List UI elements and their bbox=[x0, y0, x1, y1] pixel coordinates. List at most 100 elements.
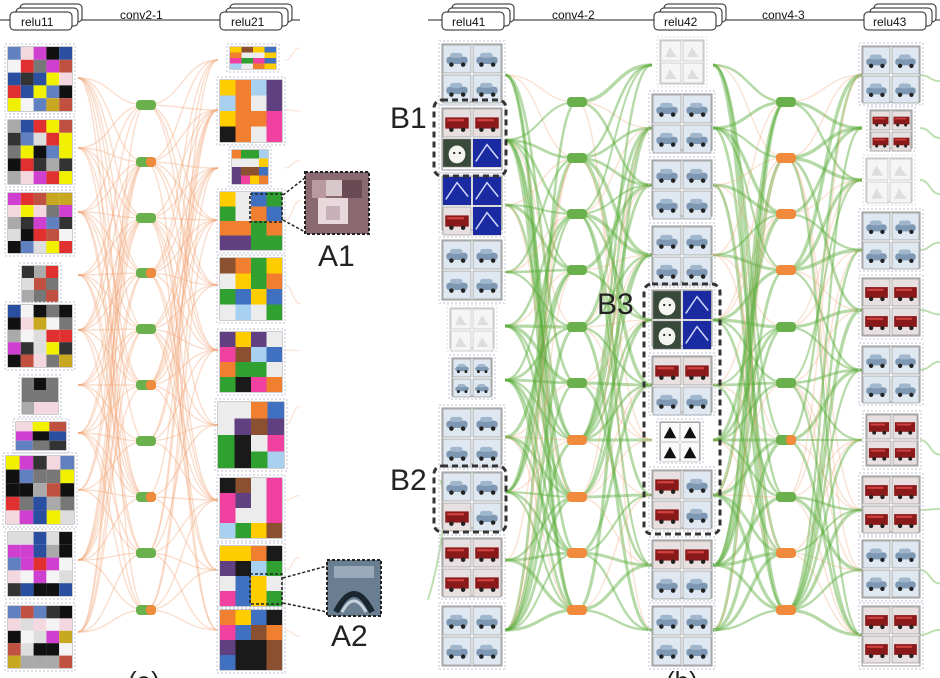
car-roof bbox=[869, 83, 882, 89]
tab-relu11[interactable]: relu11 bbox=[9, 3, 83, 31]
truck-wheel bbox=[904, 123, 908, 127]
connection-node bbox=[776, 548, 796, 558]
feature-cell bbox=[220, 625, 236, 640]
edge-a-in bbox=[77, 329, 147, 611]
car-wheel bbox=[670, 244, 676, 249]
feature-cell bbox=[20, 317, 34, 330]
edge-b-in bbox=[504, 213, 578, 273]
feature-cell bbox=[8, 217, 21, 229]
feature-cell bbox=[251, 435, 268, 452]
blue-streak bbox=[475, 181, 499, 200]
feature-cell bbox=[264, 52, 276, 58]
feature-cell bbox=[251, 289, 267, 305]
car-wheel bbox=[659, 654, 664, 659]
truck-wheel bbox=[882, 456, 887, 461]
feature-cell bbox=[8, 158, 21, 172]
edge-b-in bbox=[504, 212, 578, 382]
edge-b-out bbox=[785, 212, 863, 252]
stack-frame bbox=[858, 342, 924, 406]
edge-a-in bbox=[77, 104, 147, 331]
car-wheel bbox=[670, 208, 676, 213]
edge-a-out bbox=[145, 217, 219, 286]
car-wheel bbox=[909, 363, 914, 369]
feature-cell bbox=[46, 158, 60, 172]
feature-cell bbox=[251, 625, 267, 640]
edge-b-out bbox=[785, 100, 863, 130]
relu21-feature-stack bbox=[216, 254, 286, 324]
car-wheel bbox=[659, 178, 664, 183]
edge-b-in bbox=[504, 212, 578, 494]
truck-wheel bbox=[479, 557, 484, 562]
car-wheel bbox=[490, 288, 496, 293]
feature-cell bbox=[220, 362, 236, 377]
edge-b-in bbox=[712, 438, 787, 632]
truck-stripe bbox=[657, 551, 674, 554]
tab-relu42-label: relu42 bbox=[664, 15, 698, 29]
feature-cell bbox=[20, 583, 34, 596]
feature-cell bbox=[20, 570, 34, 584]
truck-body bbox=[894, 615, 917, 626]
feature-cell bbox=[232, 150, 241, 159]
truck-body bbox=[445, 117, 469, 129]
truck-wheel bbox=[880, 523, 885, 529]
stack-frame bbox=[448, 354, 496, 400]
truck-body bbox=[894, 316, 917, 327]
edge-b-in bbox=[712, 157, 787, 631]
edge-b-out bbox=[785, 156, 863, 637]
edge-a-in bbox=[77, 432, 147, 611]
feature-cell bbox=[46, 510, 61, 524]
edge-b-in bbox=[504, 325, 578, 632]
truck-wheel bbox=[880, 653, 885, 659]
edge-b-out bbox=[576, 254, 653, 384]
feature-cell bbox=[251, 304, 267, 320]
edge-b-out bbox=[785, 368, 863, 612]
edge-b-out bbox=[785, 438, 863, 637]
feature-cell bbox=[266, 655, 282, 670]
edge-b-in bbox=[504, 204, 578, 498]
node-half bbox=[146, 157, 156, 167]
truck-wheel bbox=[868, 624, 874, 630]
stack-frame bbox=[4, 116, 76, 188]
edge-b-in bbox=[712, 551, 787, 632]
car-wheel bbox=[464, 370, 468, 374]
relu11-feature-stack bbox=[12, 418, 70, 454]
edge-b-out bbox=[785, 126, 863, 612]
truck-wheel bbox=[909, 624, 914, 630]
stack-frame bbox=[866, 106, 916, 152]
connection-node bbox=[776, 265, 796, 275]
feature-cell bbox=[59, 205, 72, 217]
tab-relu21[interactable]: relu21 bbox=[219, 3, 293, 31]
car-roof bbox=[690, 168, 703, 174]
dog-eye bbox=[668, 333, 671, 337]
edge-b-out bbox=[576, 325, 653, 387]
dog-eye bbox=[663, 303, 666, 307]
tab-relu42[interactable]: relu42 bbox=[653, 3, 727, 31]
truck-wheel bbox=[898, 456, 903, 461]
feature-cell bbox=[20, 557, 34, 571]
stack-frame bbox=[862, 410, 922, 470]
edge-a-out bbox=[145, 109, 219, 554]
connection-node bbox=[136, 268, 156, 278]
tab-relu41[interactable]: relu41 bbox=[441, 3, 515, 31]
car-roof bbox=[898, 354, 911, 360]
highlight-box-b3 bbox=[642, 282, 722, 536]
feature-cell bbox=[33, 510, 47, 524]
feature-cell bbox=[33, 469, 47, 484]
tab-relu43[interactable]: relu43 bbox=[863, 3, 937, 31]
truck-stripe bbox=[867, 515, 884, 518]
feature-cell bbox=[33, 158, 47, 172]
truck-wheel bbox=[659, 559, 664, 564]
relu41-feature-stack bbox=[438, 172, 506, 236]
edge-b-in bbox=[504, 490, 578, 555]
dark-shape bbox=[663, 426, 677, 439]
car-wheel bbox=[460, 258, 466, 263]
edge-a-in bbox=[77, 147, 147, 386]
edge-a-out bbox=[145, 499, 219, 611]
car-wheel bbox=[449, 654, 454, 659]
feature-cell bbox=[22, 266, 34, 278]
feature-cell bbox=[8, 655, 21, 668]
truck-stripe bbox=[867, 486, 884, 489]
feature-cell bbox=[60, 496, 74, 511]
edge-b-in bbox=[504, 73, 578, 612]
car-body bbox=[686, 136, 708, 145]
